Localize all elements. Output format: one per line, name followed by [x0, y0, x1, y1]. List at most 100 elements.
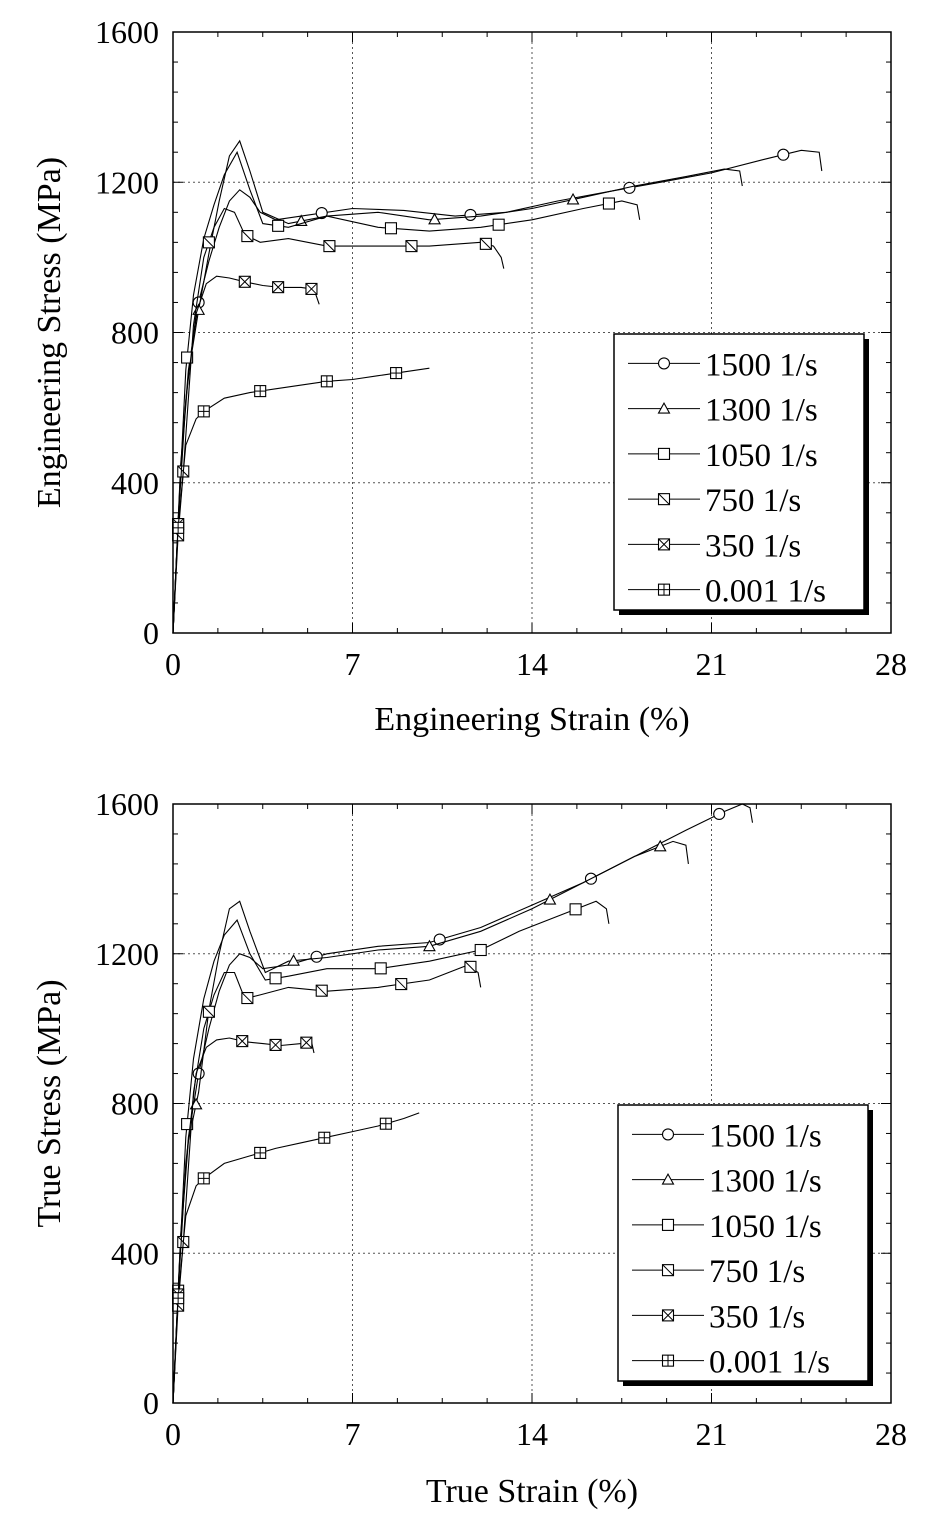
data-marker-x2 — [238, 275, 251, 288]
data-marker — [305, 282, 318, 295]
data-marker — [428, 212, 441, 225]
series-4 — [172, 1035, 315, 1404]
legend-label: 0.001 1/s — [709, 1345, 830, 1381]
data-marker — [192, 1067, 205, 1080]
data-marker — [269, 972, 282, 985]
data-marker — [202, 1005, 215, 1018]
series-curves — [172, 139, 823, 634]
legend-marker — [657, 357, 671, 370]
data-marker — [566, 192, 580, 205]
data-marker-slash — [323, 240, 336, 252]
legend-marker-box — [661, 1218, 675, 1231]
series-line — [172, 1112, 420, 1404]
series-line — [172, 139, 743, 634]
y-tick-label: 0 — [143, 615, 159, 651]
y-tick-label: 800 — [111, 1086, 159, 1122]
data-marker — [777, 148, 790, 161]
data-marker — [492, 218, 505, 231]
data-marker — [569, 903, 582, 916]
plot-frame — [172, 31, 892, 634]
data-marker-box — [492, 218, 505, 231]
data-marker — [272, 281, 285, 294]
data-marker-box — [269, 972, 282, 985]
series-line — [172, 803, 754, 1404]
data-marker — [238, 275, 251, 288]
data-marker-x2 — [272, 281, 284, 294]
data-marker — [384, 222, 398, 235]
data-marker — [315, 207, 328, 220]
data-marker — [310, 950, 323, 963]
series-3 — [172, 207, 505, 634]
data-marker — [653, 839, 667, 852]
data-marker-box — [602, 197, 615, 210]
series-1 — [172, 839, 689, 1404]
series-curves — [172, 803, 754, 1404]
data-marker — [202, 236, 215, 249]
series-3 — [172, 960, 482, 1404]
legend-marker-box — [657, 447, 671, 460]
x-tick-label: 7 — [345, 646, 361, 682]
data-marker-slash — [203, 236, 215, 249]
data-marker — [241, 992, 254, 1005]
legend-marker-x2 — [662, 1309, 674, 1322]
x-tick-label: 28 — [875, 1416, 907, 1452]
legend-marker — [661, 1218, 675, 1231]
data-marker-box — [272, 219, 285, 232]
data-marker — [395, 978, 408, 991]
y-tick-label: 1600 — [95, 786, 159, 822]
plot-frame — [172, 803, 892, 1404]
chart-panel-2: 0 7 14 21 28 0 400 800 1200 1600 True Strain (%) Tr… — [31, 786, 907, 1510]
x-tick-label: 28 — [875, 646, 907, 682]
legend-box — [617, 1104, 869, 1382]
legend-label: 1500 1/s — [705, 347, 818, 383]
legend-label: 1050 1/s — [705, 438, 818, 474]
data-marker — [172, 521, 185, 534]
legend-label: 350 1/s — [709, 1299, 805, 1335]
data-marker — [464, 960, 477, 973]
x-axis-title: True Strain (%) — [426, 1473, 638, 1510]
y-axis-title: True Stress (MPa) — [31, 979, 68, 1227]
legend: 1500 1/s 1300 1/s 1050 1/s 750 1/s 350 1/s 0.… — [617, 1104, 873, 1386]
data-marker-slash — [241, 230, 254, 242]
data-marker — [254, 385, 267, 398]
y-tick-label: 1200 — [95, 164, 159, 200]
y-tick-label: 400 — [111, 1235, 159, 1271]
series-line — [172, 900, 610, 1404]
data-marker-slash — [395, 978, 408, 990]
series-line — [172, 1037, 315, 1404]
data-marker-slash — [315, 984, 328, 997]
data-marker — [602, 197, 615, 210]
series-line — [172, 275, 320, 634]
legend-marker — [661, 1264, 675, 1277]
data-marker — [405, 240, 418, 253]
data-marker — [543, 893, 557, 905]
data-marker-box — [181, 1118, 194, 1131]
data-marker-box — [474, 943, 487, 957]
legend-marker — [661, 1354, 675, 1367]
data-marker — [197, 405, 210, 418]
legend-marker — [661, 1309, 675, 1322]
data-marker — [374, 962, 387, 975]
data-marker-slash — [464, 960, 477, 973]
series-0 — [172, 148, 823, 634]
legend-label: 350 1/s — [705, 528, 801, 564]
legend-marker — [657, 583, 671, 596]
data-marker — [479, 237, 492, 250]
data-marker — [422, 939, 436, 952]
data-marker-box — [181, 351, 194, 364]
x-tick-label: 7 — [345, 1416, 361, 1452]
legend-marker — [657, 402, 671, 414]
x-tick-label: 14 — [516, 1416, 548, 1452]
y-axis-title: Engineering Stress (MPa) — [31, 157, 68, 508]
data-marker — [320, 375, 333, 388]
data-marker-x2 — [236, 1035, 249, 1047]
series-1 — [172, 139, 743, 634]
legend-marker-x2 — [658, 538, 670, 551]
series-line — [172, 964, 482, 1404]
data-marker-x2 — [269, 1039, 282, 1051]
legend-box — [613, 333, 865, 611]
data-marker — [287, 954, 300, 966]
series-5 — [172, 367, 430, 634]
data-marker — [181, 1118, 194, 1131]
legend-marker — [661, 1173, 675, 1185]
